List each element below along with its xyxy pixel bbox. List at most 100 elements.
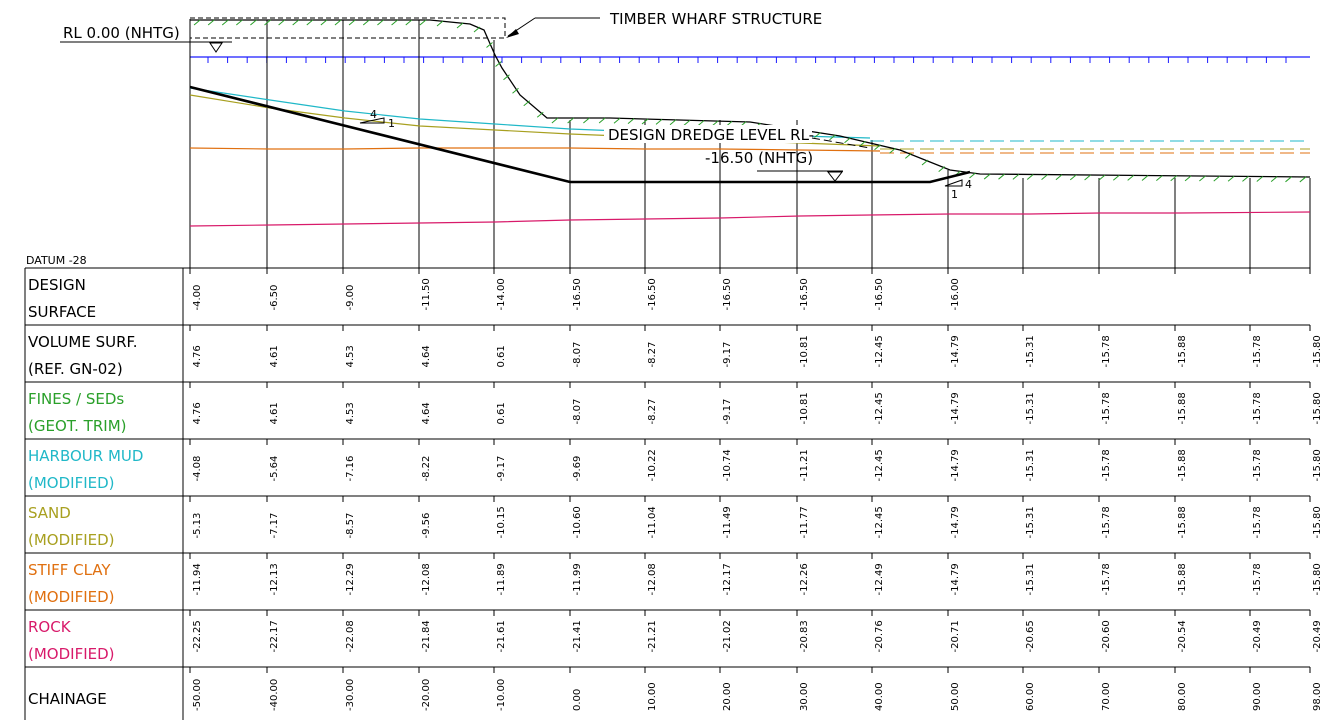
row-label-line1: FINES / SEDs	[28, 390, 124, 408]
table-cell: -15.80	[1312, 392, 1323, 424]
table-cell: -40.00	[269, 679, 280, 711]
row-label-line2: (MODIFIED)	[28, 474, 115, 492]
table-cell: -14.79	[950, 335, 961, 367]
table-cell: -10.81	[799, 335, 810, 367]
table-cell: -16.50	[572, 278, 583, 310]
row-label-line2: (MODIFIED)	[28, 588, 115, 606]
table-cell: -15.80	[1312, 335, 1323, 367]
table-cell: -20.49	[1312, 620, 1323, 652]
table-cell: -8.22	[421, 456, 432, 482]
table-cell: -9.56	[421, 513, 432, 539]
table-cell: -15.88	[1177, 563, 1188, 595]
table-cell: -21.21	[647, 620, 658, 652]
table-cell: -5.64	[269, 456, 280, 482]
table-cell: -22.25	[192, 620, 203, 652]
slope-right-vertical: 4	[965, 178, 972, 191]
table-cell: -11.21	[799, 449, 810, 481]
table-cell: -4.00	[192, 285, 203, 311]
table-cell: -12.29	[345, 563, 356, 595]
row-label-line1: VOLUME SURF.	[28, 333, 138, 351]
table-cell: -14.79	[950, 392, 961, 424]
wharf-arrow-icon	[506, 29, 519, 38]
row-label-line1: SAND	[28, 504, 71, 522]
row-label-line2: (REF. GN-02)	[28, 360, 123, 378]
table-row: CHAINAGE -50.00 -40.00 -30.00 -20.00 -10.00 0.…	[28, 679, 1323, 711]
table-cell: -15.31	[1025, 563, 1036, 595]
table-cell: -9.00	[345, 285, 356, 311]
table-cell: -30.00	[345, 679, 356, 711]
row-label-line1: STIFF CLAY	[28, 561, 111, 579]
table-cell: -8.57	[345, 513, 356, 539]
row-label: CHAINAGE	[28, 690, 107, 708]
table-cell: -12.45	[874, 335, 885, 367]
table-cell: -9.17	[496, 456, 507, 482]
table-cell: -7.16	[345, 456, 356, 482]
table-cell: -20.60	[1101, 620, 1112, 652]
table-cell: 4.64	[421, 345, 432, 367]
table-cell: 4.64	[421, 402, 432, 424]
table-cell: -14.79	[950, 563, 961, 595]
table-cell: -16.50	[722, 278, 733, 310]
table-cell: -15.78	[1101, 563, 1112, 595]
table-cell: -12.45	[874, 506, 885, 538]
table-cell: -22.17	[269, 620, 280, 652]
table-cell: -20.00	[421, 679, 432, 711]
table-cell: 20.00	[722, 682, 733, 711]
table-cell: -20.54	[1177, 620, 1188, 652]
data-table: DESIGN SURFACE -4.00 -6.50 -9.00 -11.50 -14.00…	[24, 267, 1323, 720]
table-cell: 0.61	[496, 402, 507, 424]
table-cell: -9.17	[722, 399, 733, 425]
table-cell: -11.99	[572, 563, 583, 595]
table-cell: -5.13	[192, 513, 203, 539]
table-cell: -11.89	[496, 563, 507, 595]
row-label-line1: ROCK	[28, 618, 72, 636]
table-cell: -15.88	[1177, 506, 1188, 538]
table-cell: -21.84	[421, 620, 432, 652]
wharf-label: TIMBER WHARF STRUCTURE	[609, 10, 822, 28]
table-cell: -9.69	[572, 456, 583, 482]
timber-wharf-box	[189, 17, 506, 39]
table-cell: -12.08	[421, 563, 432, 595]
table-cell: -15.78	[1252, 563, 1263, 595]
table-cell: -16.50	[874, 278, 885, 310]
table-cell: -14.79	[950, 506, 961, 538]
table-row: STIFF CLAY (MODIFIED) -11.94 -12.13 -12.29 -1…	[28, 561, 1323, 606]
table-cell: -15.80	[1312, 506, 1323, 538]
table-cell: -11.49	[722, 506, 733, 538]
table-cell: -11.94	[192, 563, 203, 595]
table-cell: -6.50	[269, 285, 280, 311]
table-cell: -16.50	[799, 278, 810, 310]
table-cell: -15.78	[1101, 449, 1112, 481]
table-cell: -15.88	[1177, 335, 1188, 367]
table-cell: -15.31	[1025, 335, 1036, 367]
table-cell: -10.00	[496, 679, 507, 711]
table-cell: -7.17	[269, 513, 280, 539]
water-level-ticks	[207, 57, 1287, 63]
table-cell: 60.00	[1025, 682, 1036, 711]
slope-right-marker-icon	[944, 179, 963, 187]
row-label-line2: (GEOT. TRIM)	[28, 417, 126, 435]
table-cell: -10.81	[799, 392, 810, 424]
table-cell: -8.07	[572, 399, 583, 425]
table-cell: 90.00	[1252, 682, 1263, 711]
table-cell: -12.49	[874, 563, 885, 595]
table-cell: -14.00	[496, 278, 507, 310]
slope-left-horizontal: 1	[388, 117, 395, 130]
table-cell: -15.78	[1252, 335, 1263, 367]
table-cell: 0.61	[496, 345, 507, 367]
row-label-line1: DESIGN	[28, 276, 86, 294]
table-cell: -15.88	[1177, 449, 1188, 481]
row-label-line2: (MODIFIED)	[28, 645, 115, 663]
table-cell: -50.00	[192, 679, 203, 711]
existing-surface-line	[190, 19, 1311, 178]
table-cell: -8.07	[572, 342, 583, 368]
table-cell: -12.45	[874, 449, 885, 481]
table-cell: -12.13	[269, 563, 280, 595]
slope-left-marker-icon	[359, 117, 385, 124]
table-cell: -15.88	[1177, 392, 1188, 424]
table-cell: -15.31	[1025, 506, 1036, 538]
slope-right-horizontal: 1	[951, 188, 958, 201]
table-cell: -11.50	[421, 278, 432, 310]
table-cell: -11.04	[647, 506, 658, 538]
